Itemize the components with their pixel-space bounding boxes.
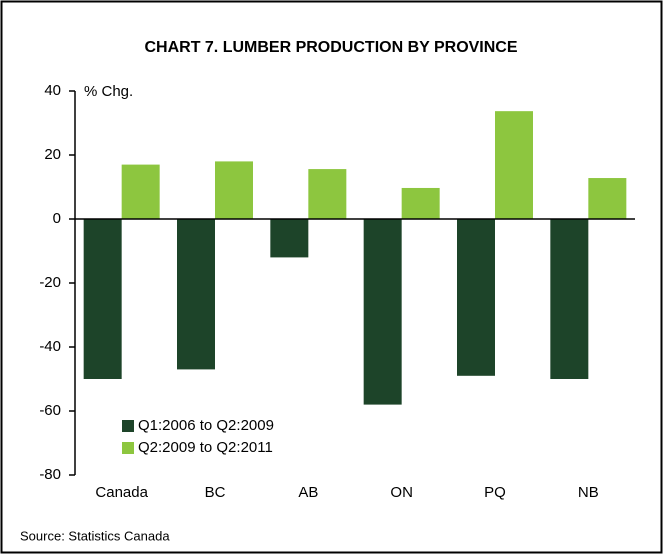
x-tick-label: PQ bbox=[484, 484, 506, 501]
y-tick-label: -40 bbox=[39, 338, 61, 355]
bar bbox=[550, 219, 589, 379]
y-tick-label: 0 bbox=[53, 210, 61, 227]
x-tick-label: BC bbox=[205, 484, 226, 501]
y-tick-label: -20 bbox=[39, 274, 61, 291]
y-tick-label: 40 bbox=[44, 82, 61, 99]
bar bbox=[177, 219, 215, 370]
legend-label: Q2:2009 to Q2:2011 bbox=[138, 439, 273, 456]
y-axis-label: % Chg. bbox=[84, 83, 133, 100]
y-tick-label: 20 bbox=[44, 146, 61, 163]
x-tick-label: ON bbox=[390, 484, 413, 501]
bar bbox=[121, 164, 160, 219]
legend-swatch bbox=[122, 420, 134, 432]
legend-swatch bbox=[122, 442, 134, 454]
y-tick-label: -80 bbox=[39, 466, 61, 483]
x-tick-label: AB bbox=[298, 484, 318, 501]
bar bbox=[308, 169, 347, 219]
bar bbox=[270, 219, 309, 258]
bar bbox=[588, 178, 627, 219]
bar bbox=[83, 219, 122, 379]
x-tick-label: Canada bbox=[95, 484, 148, 501]
bar bbox=[401, 187, 440, 219]
bar bbox=[457, 219, 495, 376]
chart-title: CHART 7. LUMBER PRODUCTION BY PROVINCE bbox=[144, 39, 517, 56]
legend-label: Q1:2006 to Q2:2009 bbox=[138, 417, 274, 434]
source: Source: Statistics Canada bbox=[20, 528, 170, 543]
x-tick-label: NB bbox=[578, 484, 599, 501]
bar bbox=[495, 111, 533, 219]
bar bbox=[215, 161, 253, 219]
bar bbox=[363, 219, 402, 405]
y-tick-label: -60 bbox=[39, 402, 61, 419]
